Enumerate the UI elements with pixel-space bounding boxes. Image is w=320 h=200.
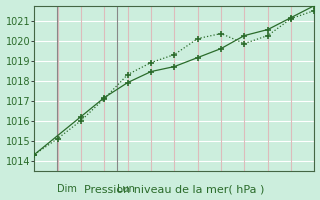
Text: Dim: Dim: [57, 184, 76, 194]
Text: Lun: Lun: [117, 184, 135, 194]
X-axis label: Pression niveau de la mer( hPa ): Pression niveau de la mer( hPa ): [84, 184, 265, 194]
